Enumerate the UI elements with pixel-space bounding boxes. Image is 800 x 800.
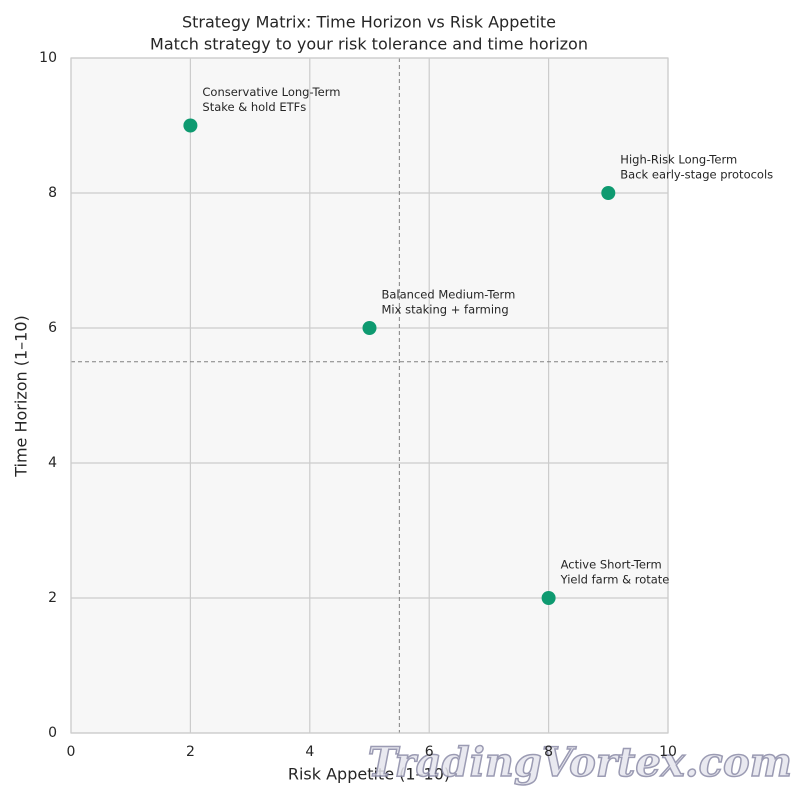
point-annotation: Yield farm & rotate [560,573,670,587]
data-point [541,591,556,605]
x-tick-label: 0 [67,744,76,760]
chart-subtitle: Match strategy to your risk tolerance an… [150,35,588,54]
point-annotation: Mix staking + farming [382,303,509,317]
marks [183,118,616,605]
y-axis-label: Time Horizon (1–10) [12,315,31,478]
plot-area [71,58,668,733]
x-tick-label: 2 [186,744,195,760]
x-tick-label: 4 [305,744,314,760]
point-annotation: Back early-stage protocols [620,168,773,182]
data-point [362,321,377,335]
plot-frame [70,57,669,734]
data-point [601,186,616,200]
x-tick-label: 8 [544,744,553,760]
y-tick-label: 8 [48,185,57,201]
x-tick-label: 6 [425,744,434,760]
point-annotation: Balanced Medium-Term [382,288,516,302]
y-tick-label: 6 [48,320,57,336]
data-point [183,118,198,133]
x-axis-label: Risk Appetite (1–10) [288,765,450,784]
point-annotation: Stake & hold ETFs [202,100,306,114]
y-tick-label: 2 [48,590,57,606]
point-annotation: Conservative Long-Term [202,85,340,99]
chart-title: Strategy Matrix: Time Horizon vs Risk Ap… [182,13,556,32]
x-tick-label: 10 [659,744,677,760]
y-tick-label: 10 [39,50,57,66]
y-tick-label: 0 [48,725,57,741]
watermark: TradingVortex.com [368,739,792,786]
point-annotation: High-Risk Long-Term [620,153,737,167]
y-tick-label: 4 [48,455,57,471]
point-annotation: Active Short-Term [561,558,662,572]
